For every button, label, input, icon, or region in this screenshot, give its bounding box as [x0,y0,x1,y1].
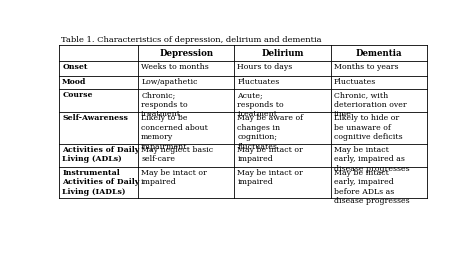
Text: Onset: Onset [62,63,88,71]
Text: Hours to days: Hours to days [237,63,292,71]
Text: Activities of Daily
Living (ADLs): Activities of Daily Living (ADLs) [62,146,139,163]
Text: Chronic;
responds to
treatment.: Chronic; responds to treatment. [141,91,188,118]
Text: Course: Course [62,91,93,99]
Text: Fluctuates: Fluctuates [237,78,280,86]
Text: May be intact
early, impaired as
disease progresses: May be intact early, impaired as disease… [334,146,409,173]
Text: Weeks to months: Weeks to months [141,63,209,71]
Text: Self-Awareness: Self-Awareness [62,114,128,122]
Text: Fluctuates: Fluctuates [334,78,376,86]
Text: Instrumental
Activities of Daily
Living (IADLs): Instrumental Activities of Daily Living … [62,169,139,196]
Text: Delirium: Delirium [261,49,304,58]
Text: Months to years: Months to years [334,63,398,71]
Text: May be intact
early, impaired
before ADLs as
disease progresses: May be intact early, impaired before ADL… [334,169,409,205]
Text: Dementia: Dementia [356,49,402,58]
Text: May be aware of
changes in
cognition;
fluctuates: May be aware of changes in cognition; fl… [237,114,303,151]
Text: Chronic, with
deterioration over
time: Chronic, with deterioration over time [334,91,406,118]
Text: May neglect basic
self-care: May neglect basic self-care [141,146,213,163]
Text: Likely to hide or
be unaware of
cognitive deficits: Likely to hide or be unaware of cognitiv… [334,114,402,141]
Text: May be intact or
impaired: May be intact or impaired [237,146,303,163]
Text: Low/apathetic: Low/apathetic [141,78,198,86]
Text: May be intact or
impaired: May be intact or impaired [141,169,207,186]
Text: Depression: Depression [159,49,213,58]
Text: Table 1. Characteristics of depression, delirium and dementia: Table 1. Characteristics of depression, … [61,36,321,44]
Text: Likely to be
concerned about
memory
impairment: Likely to be concerned about memory impa… [141,114,208,151]
Text: Acute;
responds to
treatment: Acute; responds to treatment [237,91,284,118]
Text: May be intact or
impaired: May be intact or impaired [237,169,303,186]
Text: Mood: Mood [62,78,87,86]
